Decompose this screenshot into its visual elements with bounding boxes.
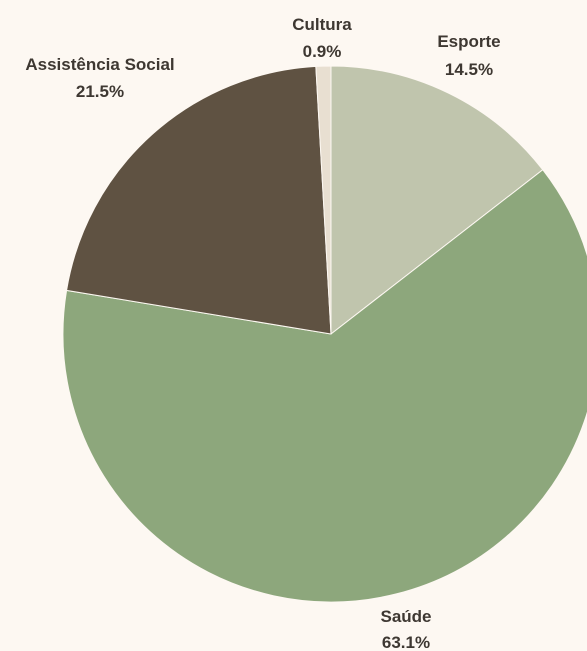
label-saude-value: 63.1% [382, 633, 430, 651]
pie-slice-cultura [315, 65, 332, 335]
pie-slice-assistencia-social [65, 65, 332, 335]
label-saude-name: Saúde [380, 607, 431, 626]
label-cultura-name: Cultura [292, 15, 352, 34]
label-assistencia-social-name: Assistência Social [25, 55, 174, 74]
label-esporte-value: 14.5% [445, 60, 493, 79]
pie-labels: Esporte 14.5% Saúde 63.1% Assistência So… [25, 15, 500, 651]
label-assistencia-social-value: 21.5% [76, 82, 124, 101]
pie-slices [62, 65, 587, 603]
pie-slice-saude [62, 169, 587, 603]
label-esporte-name: Esporte [437, 32, 500, 51]
label-cultura-value: 0.9% [303, 42, 342, 61]
pie-slice-esporte [330, 65, 544, 336]
